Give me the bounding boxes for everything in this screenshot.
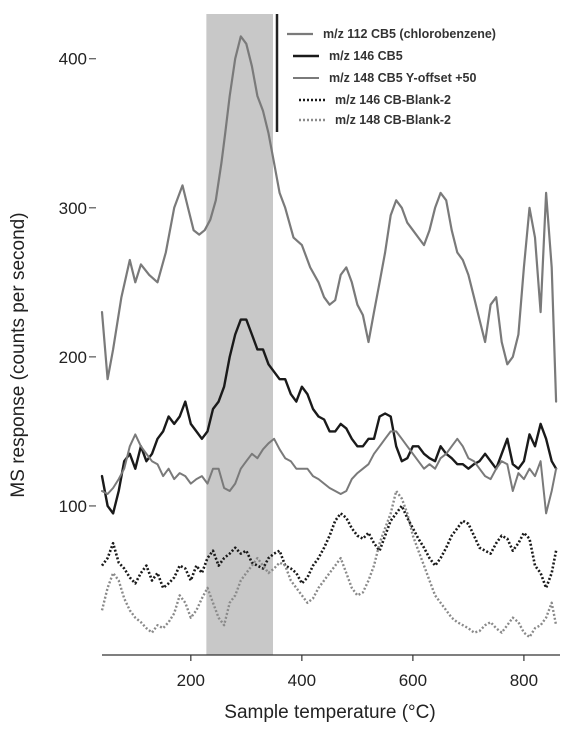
legend-label: m/z 148 CB-Blank-2 [335, 113, 451, 127]
axis-layer: 200 400 600 800 100 200 300 400 [59, 50, 560, 690]
legend: m/z 112 CB5 (chlorobenzene) m/z 146 CB5 m/… [275, 14, 576, 132]
series-line-2 [100, 318, 558, 515]
series-line-1 [100, 35, 558, 403]
legend-box [277, 14, 576, 132]
y-tick-label: 300 [59, 199, 87, 218]
x-tick-label: 600 [399, 671, 427, 690]
legend-label: m/z 148 CB5 Y-offset +50 [329, 71, 476, 85]
highlight-band [206, 14, 273, 655]
legend-label: m/z 112 CB5 (chlorobenzene) [323, 27, 496, 41]
y-tick-label: 400 [59, 50, 87, 69]
legend-label: m/z 146 CB5 [329, 49, 403, 63]
x-tick-label: 800 [510, 671, 538, 690]
y-tick-label: 100 [59, 497, 87, 516]
series-layer [100, 35, 558, 639]
y-tick-label: 200 [59, 348, 87, 367]
x-axis-label: Sample temperature (°C) [224, 702, 435, 723]
legend-label: m/z 146 CB-Blank-2 [335, 93, 451, 107]
x-tick-label: 400 [288, 671, 316, 690]
y-axis-label: MS response (counts per second) [8, 212, 29, 497]
x-tick-label: 200 [177, 671, 205, 690]
series-line-3 [101, 430, 558, 515]
highlight-band-layer [206, 14, 273, 655]
series-line-5 [100, 489, 558, 639]
